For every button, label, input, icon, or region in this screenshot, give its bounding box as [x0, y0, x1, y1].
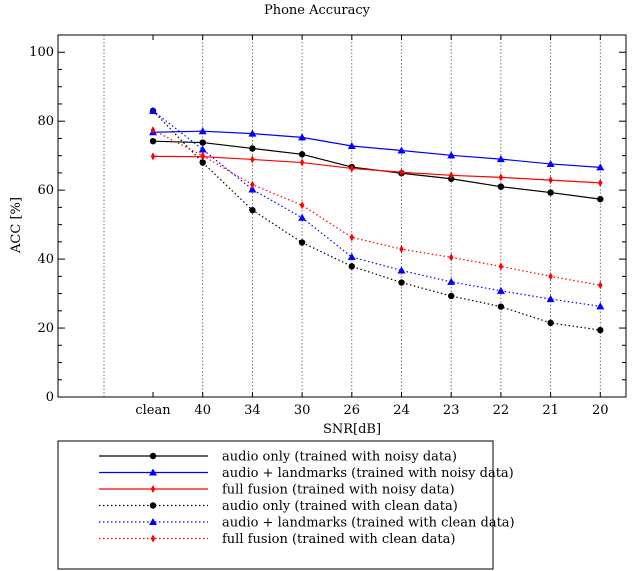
- data-point-series-3: [349, 164, 354, 173]
- x-tick-label: 34: [244, 403, 261, 418]
- data-point-series-3: [498, 173, 504, 182]
- data-point-series-6: [299, 201, 305, 210]
- x-tick-label: 26: [344, 403, 361, 418]
- data-point-series-1: [547, 189, 554, 196]
- data-point-series-1: [597, 195, 604, 203]
- data-point-series-4: [398, 279, 405, 286]
- legend: audio only (trained with noisy data)audi…: [57, 440, 515, 570]
- legend-marker-5: [149, 518, 157, 525]
- legend-label-2: audio + landmarks (trained with noisy da…: [222, 466, 514, 481]
- data-point-series-5: [347, 253, 356, 261]
- legend-label-6: full fusion (trained with clean data): [222, 532, 455, 547]
- data-point-series-3: [598, 178, 603, 187]
- chart-title: Phone Accuracy: [264, 3, 371, 18]
- data-point-series-2: [198, 127, 207, 135]
- legend-label-3: full fusion (trained with noisy data): [222, 483, 455, 498]
- data-point-series-6: [548, 272, 553, 281]
- series-line-6: [152, 129, 601, 286]
- data-point-series-5: [596, 302, 605, 310]
- x-tick-label: 24: [393, 403, 410, 418]
- data-point-series-5: [546, 295, 555, 303]
- data-point-series-1: [199, 139, 206, 146]
- y-tick-label: 0: [46, 390, 54, 405]
- data-point-series-4: [199, 159, 206, 166]
- data-point-series-6: [399, 245, 404, 254]
- data-point-series-1: [298, 151, 306, 158]
- data-point-series-5: [149, 106, 157, 114]
- data-point-series-1: [249, 145, 256, 152]
- x-axis-label: SNR[dB]: [323, 422, 381, 437]
- data-point-series-6: [498, 262, 504, 271]
- x-tick-label: 22: [493, 403, 510, 418]
- data-point-series-5: [298, 213, 307, 221]
- legend-marker-1: [149, 452, 157, 460]
- legend-box: [57, 440, 494, 570]
- legend-marker-4: [149, 502, 157, 509]
- x-tick-label: 21: [542, 403, 559, 418]
- data-point-series-1: [149, 137, 157, 145]
- data-point-series-2: [397, 146, 406, 154]
- data-point-series-6: [449, 253, 454, 262]
- legend-marker-3: [150, 485, 156, 493]
- plot-frame: [57, 34, 627, 398]
- y-tick-label: 80: [37, 114, 54, 129]
- data-point-series-2: [546, 159, 555, 167]
- data-point-series-6: [150, 126, 156, 135]
- data-point-series-3: [449, 171, 454, 180]
- data-point-series-3: [548, 176, 553, 185]
- data-point-series-6: [250, 180, 255, 189]
- legend-label-1: audio only (trained with noisy data): [222, 450, 457, 465]
- data-point-series-3: [399, 168, 404, 177]
- y-tick-label: 20: [37, 321, 54, 336]
- data-point-series-3: [299, 158, 305, 167]
- data-point-series-4: [298, 239, 306, 246]
- y-tick-label: 60: [37, 183, 54, 198]
- y-tick-label: 40: [37, 252, 54, 267]
- data-point-series-4: [448, 292, 455, 300]
- data-point-series-2: [447, 151, 456, 159]
- x-tick-label: clean: [135, 403, 171, 418]
- series-line-3: [152, 155, 601, 184]
- y-tick-label: 100: [29, 45, 54, 60]
- x-tick-label: 40: [194, 403, 211, 418]
- data-point-series-2: [298, 133, 307, 141]
- data-point-series-4: [597, 326, 604, 334]
- data-point-series-5: [248, 185, 257, 193]
- data-point-series-6: [598, 281, 603, 290]
- legend-marker-6: [150, 534, 156, 543]
- data-point-series-2: [496, 155, 505, 163]
- data-point-series-6: [349, 233, 354, 242]
- data-point-series-2: [347, 142, 356, 150]
- series-line-2: [152, 130, 601, 168]
- data-point-series-6: [200, 151, 205, 160]
- series-line-5: [152, 110, 601, 307]
- data-point-series-4: [497, 303, 505, 310]
- data-point-series-1: [497, 183, 505, 190]
- data-point-series-5: [198, 145, 207, 153]
- data-point-series-2: [248, 129, 257, 137]
- data-point-series-3: [250, 155, 255, 164]
- x-tick-label: 30: [294, 403, 311, 418]
- data-point-series-4: [348, 263, 355, 270]
- y-axis-label: ACC [%]: [9, 197, 24, 254]
- data-point-series-5: [397, 266, 406, 274]
- data-point-series-5: [447, 277, 456, 285]
- data-point-series-4: [249, 206, 256, 214]
- data-point-series-2: [596, 163, 605, 171]
- x-tick-label: 23: [443, 403, 460, 418]
- legend-label-5: audio + landmarks (trained with clean da…: [222, 516, 515, 531]
- plot-area: clean 40 34 30 26 24 23 22 21 20 0 20 40 60 80 100: [29, 34, 627, 418]
- legend-marker-2: [149, 468, 157, 476]
- data-point-series-4: [547, 319, 554, 327]
- x-tick-label: 20: [592, 403, 609, 418]
- series-line-4: [152, 110, 601, 331]
- data-point-series-3: [150, 152, 156, 161]
- legend-label-4: audio only (trained with clean data): [222, 499, 458, 514]
- data-point-series-5: [496, 286, 505, 294]
